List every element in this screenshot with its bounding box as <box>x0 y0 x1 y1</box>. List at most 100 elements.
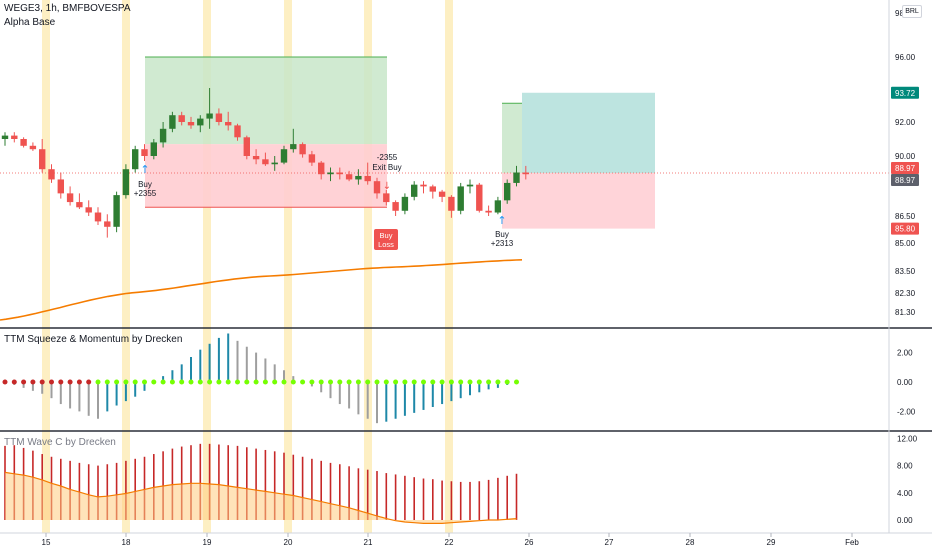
price-tick: 83.50 <box>895 267 916 276</box>
time-tick: 18 <box>122 538 131 547</box>
trade-zones <box>0 56 889 229</box>
squeeze-dot <box>467 379 473 385</box>
squeeze-dot <box>216 379 222 385</box>
buy-qty: +2355 <box>134 189 157 198</box>
wave-b-line <box>4 471 517 524</box>
squeeze-dot <box>328 379 333 385</box>
candle <box>327 172 334 175</box>
time-tick: 19 <box>203 538 212 547</box>
candle <box>392 202 399 211</box>
squeeze-dot <box>337 379 343 385</box>
time-tick: 22 <box>445 538 454 547</box>
squeeze-dot <box>67 379 73 385</box>
candle <box>234 125 241 138</box>
candle <box>429 186 436 192</box>
price-tick: 85.00 <box>895 239 916 248</box>
squeeze-dot <box>39 379 45 385</box>
wave-tick: 0.00 <box>897 516 913 525</box>
wave-histogram <box>4 443 518 524</box>
squeeze-dot <box>114 379 120 385</box>
buy-arrow: ↑ <box>497 214 506 227</box>
ma-line <box>0 259 523 321</box>
price-tag-label: 93.72 <box>895 89 916 98</box>
candle <box>243 137 250 156</box>
price-tag-label: 88.97 <box>895 176 916 185</box>
moving-average <box>0 259 523 321</box>
candle <box>476 184 483 211</box>
candle <box>308 154 316 163</box>
candle <box>513 172 520 183</box>
candle <box>401 196 409 211</box>
price-tick: 96.00 <box>895 53 916 62</box>
wave-tick: 4.00 <box>897 489 913 498</box>
squeeze-dot <box>86 379 92 385</box>
candle <box>39 149 46 170</box>
squeeze-dot <box>169 379 175 385</box>
candle <box>290 144 297 150</box>
squeeze-dot <box>2 379 8 385</box>
time-tick: Feb <box>845 538 859 547</box>
stop-zone <box>502 173 655 229</box>
squeeze-dot <box>142 379 147 385</box>
session-band <box>445 0 453 533</box>
session-band <box>203 0 211 533</box>
wave-title: TTM Wave C by Drecken <box>4 437 116 448</box>
squeeze-dot <box>300 379 306 385</box>
candle <box>485 210 492 213</box>
buy-label: Buy <box>495 230 509 239</box>
candle <box>94 212 102 222</box>
candle <box>150 142 157 156</box>
candle <box>411 184 418 197</box>
squeeze-tick: 2.00 <box>897 349 913 358</box>
squeeze-dot <box>262 379 268 385</box>
squeeze-dot <box>132 379 138 385</box>
candles <box>1 88 529 238</box>
time-axis[interactable]: 15 18 19 20 21 22 26 27 28 29 Feb <box>42 533 860 547</box>
candle <box>373 181 381 194</box>
squeeze-dot <box>383 379 389 385</box>
squeeze-dot <box>207 379 213 385</box>
session-band <box>364 0 372 533</box>
time-tick: 28 <box>686 538 695 547</box>
loss-badge <box>374 229 398 250</box>
symbol-title: WEGE3, 1h, BMFBOVESPA <box>4 3 131 14</box>
candle <box>66 193 74 203</box>
squeeze-dot <box>188 379 194 385</box>
price-axes[interactable]: 98.0096.0092.0090.0086.5085.0083.5082.30… <box>0 0 932 534</box>
price-tick: 82.30 <box>895 289 916 298</box>
candle <box>187 122 195 126</box>
candle <box>113 195 120 227</box>
price-tick: 86.50 <box>895 212 916 221</box>
candle <box>494 200 502 213</box>
candle <box>336 172 343 175</box>
currency-badge[interactable]: BRL <box>902 5 922 18</box>
candle <box>215 113 223 122</box>
squeeze-tick: -2.00 <box>897 407 916 416</box>
candle <box>1 135 9 139</box>
price-tag <box>891 162 919 174</box>
squeeze-dot <box>244 379 250 385</box>
candle <box>504 182 511 201</box>
candle <box>206 113 213 119</box>
candle <box>299 144 306 155</box>
time-tick: 29 <box>767 538 776 547</box>
candle <box>355 175 362 180</box>
candle <box>76 202 83 208</box>
target-zone <box>522 92 655 173</box>
squeeze-dot <box>30 379 36 385</box>
squeeze-dot <box>160 379 166 385</box>
squeeze-dot <box>374 379 380 385</box>
price-tag <box>891 174 919 186</box>
squeeze-tick: 0.00 <box>897 378 913 387</box>
candle <box>271 162 278 165</box>
candle <box>280 149 288 163</box>
candle <box>438 191 446 197</box>
squeeze-dot <box>253 379 259 385</box>
squeeze-dot <box>504 379 510 385</box>
squeeze-dot <box>76 379 82 385</box>
squeeze-dot <box>486 379 492 385</box>
squeeze-dot <box>458 379 464 385</box>
squeeze-dot <box>95 379 101 385</box>
